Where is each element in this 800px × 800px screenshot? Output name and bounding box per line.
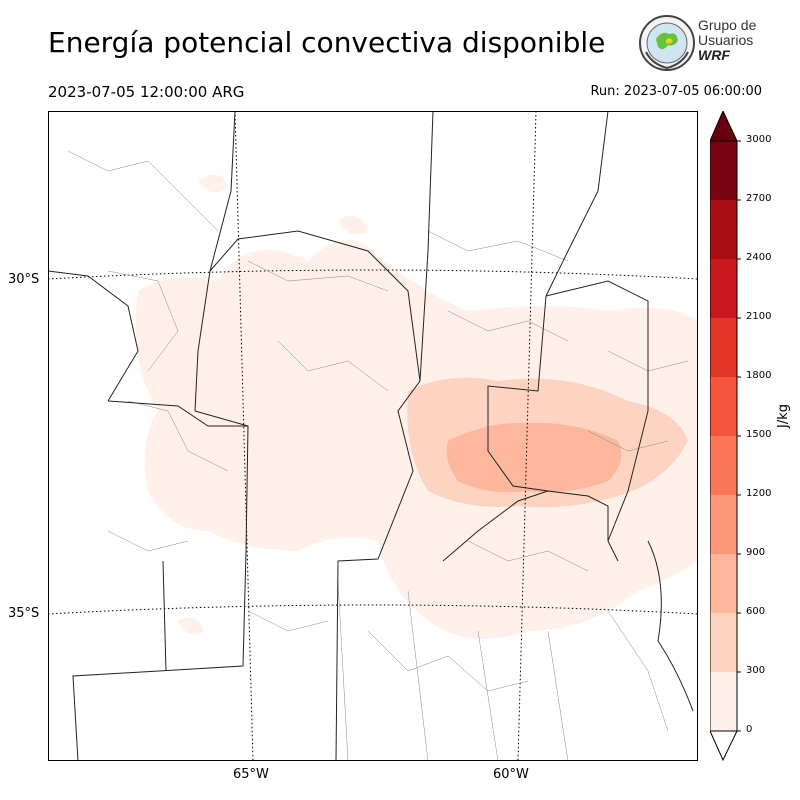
logo-line1: Grupo de [698,17,757,33]
valid-time: 2023-07-05 12:00:00 ARG [48,83,245,101]
graticule [48,111,698,761]
colorbar-segment [710,141,737,200]
colorbar-tick-label: 900 [746,547,766,558]
chart-title: Energía potencial convectiva disponible [48,26,606,59]
colorbar-tick-label: 0 [746,724,753,735]
lon-label-65w: 65°W [233,767,269,782]
colorbar-segment [710,495,737,554]
cape-600-900-region [446,422,622,493]
colorbar-under-arrow [710,730,738,761]
colorbar-ticks [737,140,741,732]
colorbar-tick-label: 1200 [746,488,772,499]
cape-field [135,174,698,639]
colorbar-tick-label: 3000 [746,134,772,145]
logo-line2: Usuarios [698,32,754,48]
colorbar-tick-label: 1800 [746,370,772,381]
colorbar-outline [710,140,738,732]
lat-label-30s: 30°S [8,272,40,287]
colorbar-over-arrow [710,111,738,142]
colorbar-segment [710,554,737,613]
colorbar-segment [710,259,737,318]
lon-label-60w: 60°W [493,767,529,782]
colorbar-segment [710,377,737,436]
colorbar-unit-label: J/kg [776,404,791,428]
map-frame [48,111,698,761]
colorbar [710,111,741,761]
department-boundaries [67,150,689,761]
colorbar-segment [710,200,737,259]
colorbar-segment [710,613,737,672]
logo-line3: WRF [698,47,730,63]
colorbar-tick-label: 2700 [746,193,772,204]
province-boundaries [48,111,694,761]
colorbar-tick-label: 600 [746,606,766,617]
colorbar-segment [710,436,737,495]
colorbar-tick-label: 2100 [746,311,772,322]
colorbar-tick-label: 2400 [746,252,772,263]
globe-emblem-icon [639,15,695,71]
colorbar-tick-label: 300 [746,665,766,676]
colorbar-segments [710,141,737,731]
cape-0-300-north [178,174,368,635]
run-time: Run: 2023-07-05 06:00:00 [590,84,762,99]
colorbar-segment [710,672,737,731]
colorbar-tick-label: 1500 [746,429,772,440]
wrf-group-logo: Grupo de Usuarios WRF [638,14,768,74]
lat-label-35s: 35°S [8,606,40,621]
logo-text: Grupo de Usuarios WRF [698,18,756,63]
colorbar-segment [710,318,737,377]
